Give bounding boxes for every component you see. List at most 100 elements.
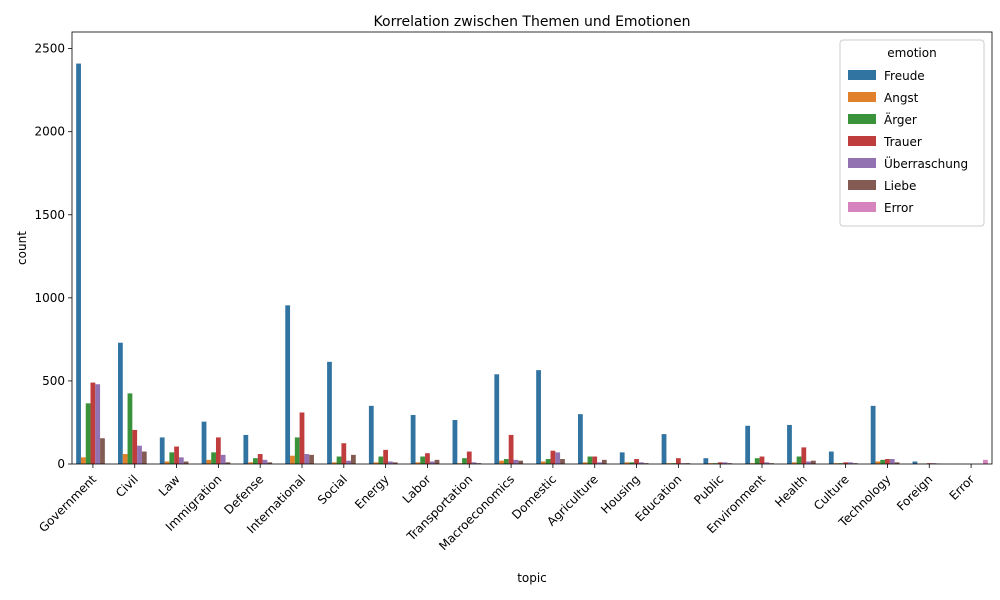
bar-education-4 xyxy=(680,463,686,464)
bar-immigration-2 xyxy=(211,452,216,464)
bar-transportation-0 xyxy=(452,419,458,464)
bar-international-5 xyxy=(309,454,314,464)
bar-public-1 xyxy=(708,463,714,464)
bar-labor-4 xyxy=(429,461,435,464)
legend: emotion Freude Angst Ärger Trauer Überraschun… xyxy=(839,39,985,227)
y-axis-label: count xyxy=(15,231,29,265)
bar-international-2 xyxy=(294,437,300,464)
bar-law-0 xyxy=(159,437,165,464)
bar-education-1 xyxy=(666,463,672,464)
y-tick-label: 0 xyxy=(57,457,65,471)
bar-public-4 xyxy=(722,462,728,464)
bar-culture-2 xyxy=(838,463,844,464)
bar-civil-3 xyxy=(132,429,138,464)
bar-transportation-2 xyxy=(462,458,467,464)
bar-international-1 xyxy=(290,455,295,464)
bar-civil-2 xyxy=(127,393,133,464)
legend-swatch xyxy=(848,202,876,212)
bar-technology-0 xyxy=(870,405,876,464)
legend-entry: Angst xyxy=(884,91,919,105)
bar-macroeconomics-0 xyxy=(494,374,500,464)
bar-law-3 xyxy=(174,446,179,464)
bar-defense-5 xyxy=(267,462,273,464)
bar-transportation-4 xyxy=(471,462,477,464)
bar-domestic-4 xyxy=(555,452,561,464)
y-tick-label: 1500 xyxy=(34,208,65,222)
bar-foreign-3 xyxy=(926,463,932,464)
bar-defense-0 xyxy=(243,434,249,464)
bar-labor-2 xyxy=(420,456,426,464)
bar-education-2 xyxy=(671,463,676,464)
bar-labor-5 xyxy=(434,459,440,464)
bar-government-5 xyxy=(100,438,105,464)
bar-culture-3 xyxy=(843,462,849,464)
bar-macroeconomics-5 xyxy=(518,460,524,464)
bar-culture-4 xyxy=(848,462,853,464)
bar-culture-0 xyxy=(828,451,834,464)
bar-technology-4 xyxy=(889,459,895,464)
bar-agriculture-2 xyxy=(587,456,593,464)
bar-macroeconomics-4 xyxy=(513,459,519,464)
bar-housing-1 xyxy=(624,462,630,464)
bar-environment-1 xyxy=(750,463,755,464)
legend-entry: Error xyxy=(884,201,913,215)
bars xyxy=(76,63,988,464)
legend-swatch xyxy=(848,70,876,80)
bar-social-3 xyxy=(341,443,347,464)
bar-defense-3 xyxy=(257,454,263,464)
y-tick-label: 1000 xyxy=(34,291,65,305)
legend-swatch xyxy=(848,114,876,124)
bar-environment-0 xyxy=(745,425,751,464)
bar-immigration-3 xyxy=(215,437,221,464)
bar-social-0 xyxy=(327,361,332,464)
bar-labor-1 xyxy=(415,462,421,464)
bar-agriculture-1 xyxy=(582,462,588,464)
bar-housing-5 xyxy=(643,463,649,464)
bar-environment-5 xyxy=(769,463,774,464)
bar-government-3 xyxy=(90,382,96,464)
bar-public-3 xyxy=(717,462,723,464)
legend-swatch xyxy=(848,92,876,102)
bar-environment-4 xyxy=(764,462,770,464)
bar-technology-2 xyxy=(880,459,886,464)
bar-government-2 xyxy=(85,403,91,464)
bar-social-2 xyxy=(336,456,342,464)
bar-error-6 xyxy=(983,459,988,464)
bar-technology-1 xyxy=(875,461,881,464)
legend-entry: Freude xyxy=(884,69,925,83)
bar-transportation-1 xyxy=(457,463,463,464)
chart-title: Korrelation zwischen Themen und Emotione… xyxy=(374,14,691,30)
bar-civil-0 xyxy=(118,342,123,464)
legend-entry: Liebe xyxy=(884,179,916,193)
y-tick-label: 2500 xyxy=(34,42,65,56)
legend-title: emotion xyxy=(887,46,936,60)
plot-frame xyxy=(71,31,993,465)
bar-technology-3 xyxy=(885,459,890,464)
bar-education-5 xyxy=(685,463,691,464)
bar-health-0 xyxy=(787,424,792,464)
bar-domestic-2 xyxy=(545,459,551,464)
bar-macroeconomics-3 xyxy=(508,434,514,464)
bar-agriculture-0 xyxy=(578,414,583,464)
bar-energy-3 xyxy=(383,449,389,464)
x-axis-label: topic xyxy=(517,571,547,585)
bar-agriculture-4 xyxy=(597,462,602,464)
legend-swatch xyxy=(848,158,876,168)
bar-law-5 xyxy=(183,461,189,464)
bar-government-1 xyxy=(80,457,86,464)
bar-energy-0 xyxy=(368,405,374,464)
bar-agriculture-3 xyxy=(592,456,598,464)
legend-swatch xyxy=(848,136,876,146)
bar-energy-2 xyxy=(378,456,384,464)
bar-culture-1 xyxy=(833,463,839,464)
bar-housing-3 xyxy=(634,459,639,464)
bar-housing-2 xyxy=(629,462,635,464)
bar-public-5 xyxy=(727,463,733,464)
legend-entry: Überraschung xyxy=(884,155,968,171)
bar-housing-4 xyxy=(638,462,644,464)
bar-immigration-0 xyxy=(201,421,207,464)
bar-social-4 xyxy=(346,460,351,464)
bar-macroeconomics-2 xyxy=(503,459,509,464)
bar-foreign-0 xyxy=(912,461,918,464)
